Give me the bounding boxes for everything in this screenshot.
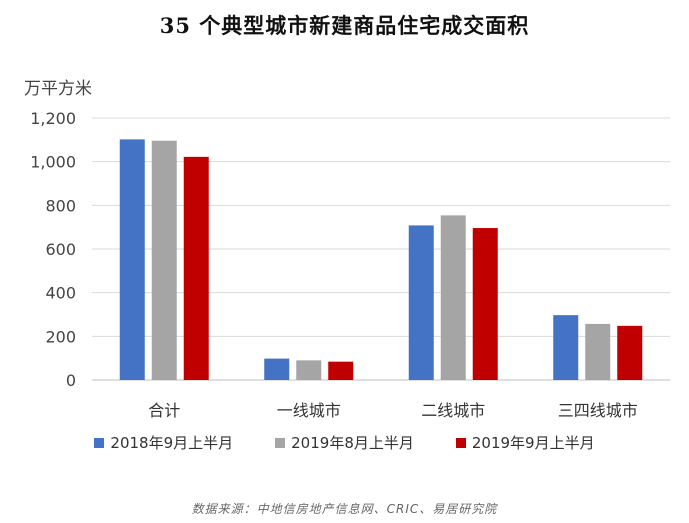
x-tick-label: 一线城市 xyxy=(277,401,341,420)
y-tick-label: 1,000 xyxy=(30,153,76,172)
legend-item-series-3: 2019年9月上半月 xyxy=(455,432,595,453)
y-tick-label: 0 xyxy=(66,371,76,390)
bars xyxy=(119,139,643,380)
bar-1-1 xyxy=(119,139,145,380)
legend-item-series-2: 2019年8月上半月 xyxy=(275,432,414,453)
bar-3-3 xyxy=(472,228,498,380)
legend-label-series-3: 2019年9月上半月 xyxy=(471,434,595,452)
x-tick-label: 三四线城市 xyxy=(558,401,638,420)
gridlines xyxy=(92,117,670,381)
bar-2-3 xyxy=(440,215,466,380)
bar-2-4 xyxy=(585,323,611,380)
y-tick-label: 400 xyxy=(45,284,76,303)
bar-chart: 0 200 400 600 800 1,000 1,200 合计 一线城市 二线城市 三四线城市 xyxy=(30,109,670,420)
x-tick-label: 二线城市 xyxy=(421,401,485,420)
chart-title: 35 个典型城市新建商品住宅成交面积 xyxy=(159,13,530,38)
legend-swatch-series-3 xyxy=(455,437,466,448)
x-tick-label: 合计 xyxy=(148,401,180,420)
y-tick-label: 800 xyxy=(45,196,76,215)
bar-3-1 xyxy=(183,156,209,380)
legend-swatch-series-2 xyxy=(275,437,286,448)
y-tick-label: 600 xyxy=(45,240,76,259)
bar-2-2 xyxy=(296,360,322,380)
y-axis-ticks: 0 200 400 600 800 1,000 1,200 xyxy=(30,109,76,390)
bar-2-1 xyxy=(151,140,177,380)
bar-1-2 xyxy=(264,358,290,380)
y-axis-unit-label: 万平方米 xyxy=(24,79,92,99)
y-tick-label: 1,200 xyxy=(30,109,76,128)
bar-1-4 xyxy=(553,315,579,380)
source-note: 数据来源：中地信房地产信息网、CRIC、易居研究院 xyxy=(191,502,498,516)
legend-swatch-series-1 xyxy=(94,437,105,448)
y-tick-label: 200 xyxy=(45,327,76,346)
legend-item-series-1: 2018年9月上半月 xyxy=(94,432,233,453)
bar-1-3 xyxy=(408,225,434,380)
x-axis-ticks: 合计 一线城市 二线城市 三四线城市 xyxy=(148,401,638,420)
legend: 2018年9月上半月 2019年8月上半月 2019年9月上半月 xyxy=(0,432,689,453)
bar-3-4 xyxy=(617,325,643,380)
legend-label-series-1: 2018年9月上半月 xyxy=(110,434,234,452)
legend-label-series-2: 2019年8月上半月 xyxy=(291,434,414,452)
bar-3-2 xyxy=(328,361,354,380)
